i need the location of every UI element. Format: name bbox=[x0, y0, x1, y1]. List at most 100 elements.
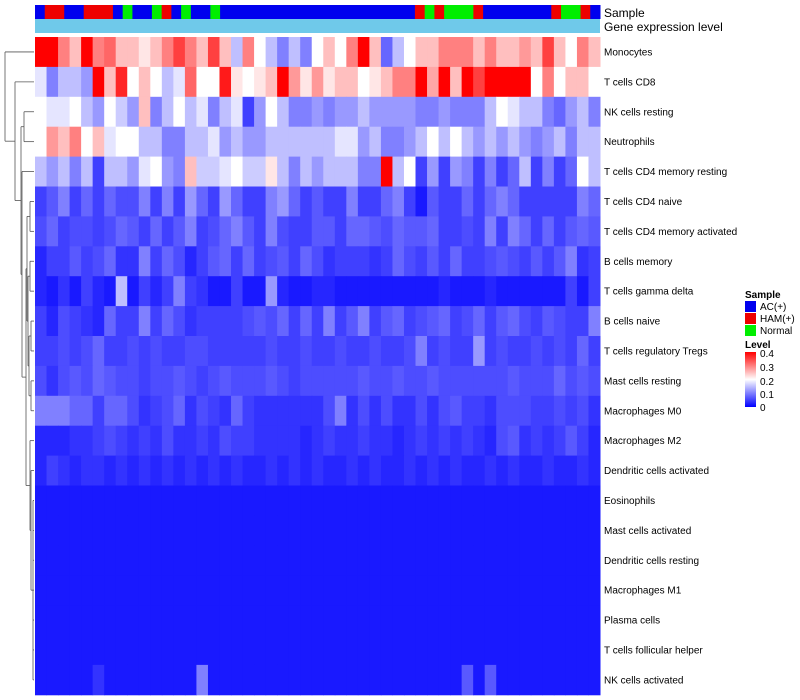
heatmap-cell-r13-c16 bbox=[219, 425, 232, 457]
heatmap-cell-r6-c30 bbox=[380, 216, 393, 247]
heatmap-cell-r9-c17 bbox=[231, 306, 244, 337]
heatmap-cell-r12-c5 bbox=[92, 395, 105, 427]
heatmap-cell-r7-c29 bbox=[369, 246, 382, 277]
heatmap-cell-r11-c26 bbox=[334, 365, 347, 397]
heatmap-cell-r18-c0 bbox=[35, 575, 48, 606]
heatmap-cell-r13-c22 bbox=[288, 425, 301, 457]
heatmap-cell-r15-c2 bbox=[58, 485, 71, 516]
heatmap-cell-r21-c18 bbox=[242, 664, 255, 696]
heatmap-cell-r12-c4 bbox=[81, 395, 94, 427]
heatmap-cell-r13-c42 bbox=[519, 425, 532, 457]
heatmap-cell-r19-c0 bbox=[35, 605, 48, 636]
heatmap-cell-r2-c48 bbox=[588, 96, 601, 128]
heatmap-cell-r3-c38 bbox=[473, 126, 486, 158]
heatmap-cell-r9-c39 bbox=[484, 306, 497, 337]
heatmap-cell-r17-c36 bbox=[450, 545, 463, 576]
heatmap-cell-r15-c17 bbox=[231, 485, 244, 516]
heatmap-cell-r9-c41 bbox=[507, 306, 520, 337]
heatmap-cell-r2-c34 bbox=[427, 96, 440, 128]
heatmap-cell-r4-c18 bbox=[242, 156, 255, 187]
heatmap-cell-r7-c42 bbox=[519, 246, 532, 277]
heatmap-cell-r10-c29 bbox=[369, 336, 382, 367]
heatmap-cell-r2-c16 bbox=[219, 96, 232, 128]
heatmap-cell-r18-c36 bbox=[450, 575, 463, 606]
heatmap-cell-r17-c20 bbox=[265, 545, 278, 576]
heatmap-cell-r12-c38 bbox=[473, 395, 486, 427]
heatmap-cell-r20-c15 bbox=[207, 635, 220, 666]
heatmap-cell-r4-c21 bbox=[277, 156, 290, 187]
heatmap-cell-r7-c21 bbox=[277, 246, 290, 277]
row-label-9: B cells naive bbox=[604, 317, 661, 328]
heatmap-cell-r12-c10 bbox=[150, 395, 163, 427]
heatmap-cell-r21-c38 bbox=[473, 664, 486, 696]
heatmap-cell-r13-c15 bbox=[207, 425, 220, 457]
heatmap-cell-r4-c23 bbox=[300, 156, 313, 187]
heatmap-cell-r5-c7 bbox=[115, 186, 128, 217]
heatmap-cell-r18-c30 bbox=[380, 575, 393, 606]
heatmap-cell-r21-c14 bbox=[196, 664, 209, 696]
heatmap-cell-r5-c27 bbox=[346, 186, 359, 217]
heatmap-cell-r4-c42 bbox=[519, 156, 532, 187]
heatmap-cell-r7-c10 bbox=[150, 246, 163, 277]
heatmap-cell-r10-c20 bbox=[265, 336, 278, 367]
heatmap-cell-r2-c17 bbox=[231, 96, 244, 128]
heatmap-cell-r11-c46 bbox=[565, 365, 578, 397]
heatmap-cell-r2-c46 bbox=[565, 96, 578, 128]
heatmap-cell-r13-c14 bbox=[196, 425, 209, 457]
heatmap-cell-r7-c26 bbox=[334, 246, 347, 277]
sample-annotation-bar bbox=[35, 5, 601, 19]
heatmap-cell-r19-c7 bbox=[115, 605, 128, 636]
heatmap-cell-r16-c21 bbox=[277, 515, 290, 546]
heatmap-cell-r6-c20 bbox=[265, 216, 278, 247]
heatmap-cell-r8-c2 bbox=[58, 276, 71, 307]
heatmap-cell-r1-c19 bbox=[254, 66, 267, 98]
heatmap-cell-r6-c23 bbox=[300, 216, 313, 247]
heatmap-cell-r15-c25 bbox=[323, 485, 336, 516]
heatmap-cell-r8-c7 bbox=[115, 276, 128, 307]
heatmap-cell-r3-c17 bbox=[231, 126, 244, 158]
heatmap-cell-r20-c4 bbox=[81, 635, 94, 666]
heatmap-cell-r16-c10 bbox=[150, 515, 163, 546]
heatmap-cell-r5-c13 bbox=[184, 186, 197, 217]
heatmap-cell-r15-c37 bbox=[461, 485, 474, 516]
sample-cell-0 bbox=[35, 5, 46, 19]
heatmap-cell-r16-c41 bbox=[507, 515, 520, 546]
heatmap-cell-r7-c16 bbox=[219, 246, 232, 277]
sample-cell-9 bbox=[122, 5, 133, 19]
heatmap-cell-r0-c36 bbox=[450, 37, 463, 68]
heatmap-cell-r21-c48 bbox=[588, 664, 601, 696]
heatmap-cell-r14-c9 bbox=[138, 455, 151, 486]
heatmap-cell-r1-c4 bbox=[81, 66, 94, 98]
heatmap-cell-r12-c36 bbox=[450, 395, 463, 427]
heatmap-cell-r0-c3 bbox=[69, 37, 82, 68]
heatmap-cell-r5-c42 bbox=[519, 186, 532, 217]
heatmap-cell-r9-c26 bbox=[334, 306, 347, 337]
heatmap-cell-r19-c34 bbox=[427, 605, 440, 636]
heatmap-cell-r14-c4 bbox=[81, 455, 94, 486]
heatmap-cell-r20-c45 bbox=[553, 635, 566, 666]
heatmap-cell-r13-c20 bbox=[265, 425, 278, 457]
heatmap-cell-r10-c2 bbox=[58, 336, 71, 367]
heatmap-cell-r20-c5 bbox=[92, 635, 105, 666]
heatmap-cell-r10-c5 bbox=[92, 336, 105, 367]
heatmap-cell-r5-c48 bbox=[588, 186, 601, 217]
heatmap-cell-r19-c13 bbox=[184, 605, 197, 636]
heatmap-cell-r14-c20 bbox=[265, 455, 278, 486]
heatmap-cell-r13-c44 bbox=[542, 425, 555, 457]
heatmap-cell-r0-c42 bbox=[519, 37, 532, 68]
heatmap-cell-r3-c21 bbox=[277, 126, 290, 158]
heatmap-cell-r20-c26 bbox=[334, 635, 347, 666]
heatmap-cell-r9-c42 bbox=[519, 306, 532, 337]
heatmap-cell-r6-c1 bbox=[46, 216, 59, 247]
heatmap-cell-r12-c25 bbox=[323, 395, 336, 427]
row-label-6: T cells CD4 memory activated bbox=[604, 227, 737, 238]
row-label-7: B cells memory bbox=[604, 257, 672, 268]
heatmap-cell-r17-c44 bbox=[542, 545, 555, 576]
heatmap-cell-r12-c0 bbox=[35, 395, 48, 427]
heatmap-cell-r0-c40 bbox=[496, 37, 509, 68]
heatmap-cell-r1-c11 bbox=[161, 66, 174, 98]
heatmap-cell-r8-c43 bbox=[530, 276, 543, 307]
heatmap-cell-r21-c6 bbox=[104, 664, 117, 696]
heatmap-cell-r9-c21 bbox=[277, 306, 290, 337]
sample-cell-12 bbox=[151, 5, 163, 19]
